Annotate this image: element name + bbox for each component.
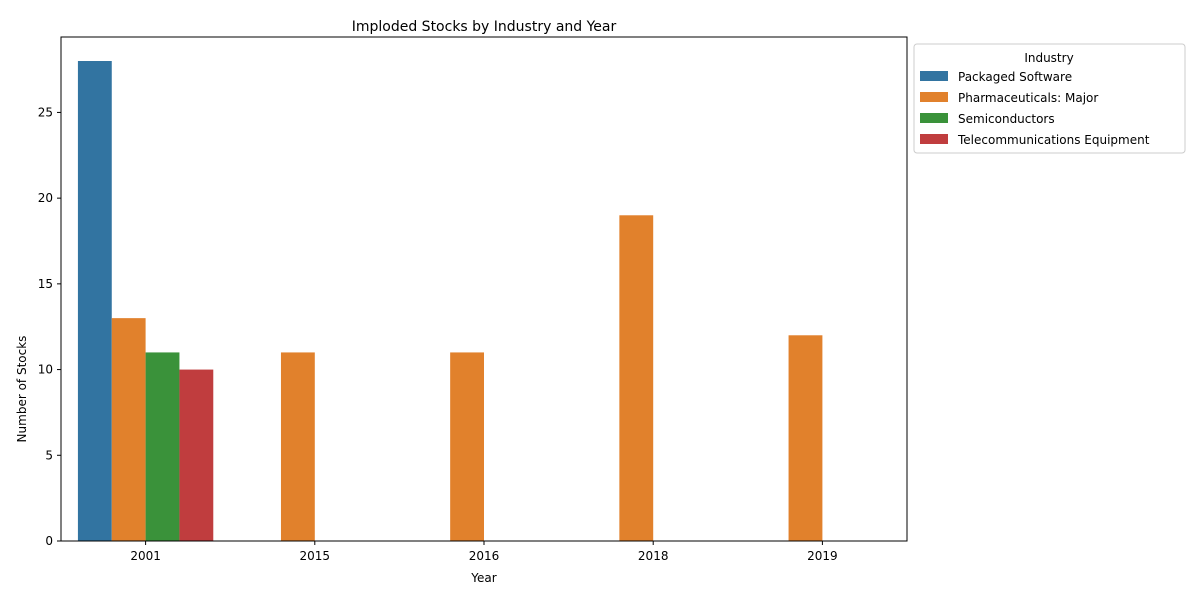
bar bbox=[788, 335, 823, 541]
legend-frame bbox=[913, 43, 1186, 154]
legend-label: Pharmaceuticals: Major bbox=[958, 91, 1098, 105]
bar bbox=[77, 61, 112, 541]
legend-swatch bbox=[920, 71, 948, 81]
y-tick-label: 0 bbox=[45, 534, 53, 548]
y-axis-ticks: 0 5 10 15 20 25 bbox=[38, 105, 61, 548]
x-tick-label: 2016 bbox=[469, 549, 500, 563]
bar bbox=[179, 369, 214, 541]
x-tick-label: 2018 bbox=[638, 549, 669, 563]
y-tick-label: 5 bbox=[45, 448, 53, 462]
legend-label: Telecommunications Equipment bbox=[957, 133, 1150, 147]
y-tick-label: 10 bbox=[38, 363, 53, 377]
bar bbox=[450, 352, 484, 541]
y-axis-label: Number of Stocks bbox=[15, 336, 29, 443]
x-axis-ticks: 2001 2015 2016 2018 2019 bbox=[130, 541, 838, 563]
legend-swatch bbox=[920, 134, 948, 144]
bar bbox=[145, 352, 180, 541]
y-tick-label: 20 bbox=[38, 191, 53, 205]
legend-label: Packaged Software bbox=[958, 70, 1072, 84]
legend-swatch bbox=[920, 113, 948, 123]
legend-swatch bbox=[920, 92, 948, 102]
legend-items: Packaged Software Pharmaceuticals: Major S… bbox=[920, 70, 1150, 147]
bar bbox=[111, 318, 146, 541]
bar bbox=[280, 352, 315, 541]
legend: Industry Packaged Software Pharmaceutical… bbox=[913, 43, 1186, 154]
bar bbox=[619, 215, 654, 542]
x-tick-label: 2001 bbox=[130, 549, 161, 563]
bars-group bbox=[77, 61, 823, 542]
y-tick-label: 15 bbox=[38, 277, 53, 291]
y-tick-label: 25 bbox=[38, 105, 53, 119]
legend-title: Industry bbox=[1024, 51, 1073, 65]
plot-area-frame bbox=[60, 36, 908, 542]
legend-label: Semiconductors bbox=[958, 112, 1055, 126]
x-tick-label: 2019 bbox=[807, 549, 838, 563]
x-tick-label: 2015 bbox=[300, 549, 331, 563]
x-axis-label: Year bbox=[470, 571, 496, 585]
chart-title: Imploded Stocks by Industry and Year bbox=[352, 19, 617, 35]
